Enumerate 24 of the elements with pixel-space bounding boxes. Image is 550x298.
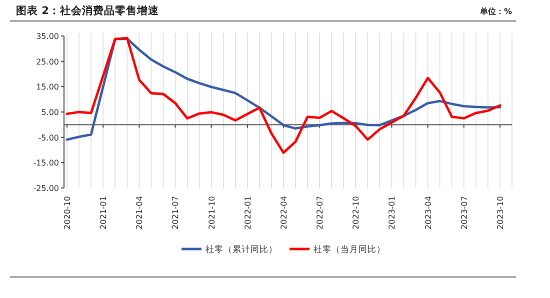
x-tick-label: 2021-01 (99, 196, 108, 230)
y-tick-label: 15.00 (36, 82, 59, 92)
x-tick-label: 2022-10 (352, 196, 361, 230)
x-tick-label: 2023-10 (496, 196, 505, 230)
text: 单位：% (478, 7, 512, 16)
x-tick-label: 2021-10 (207, 196, 216, 230)
x-tick-label: 2022-04 (279, 196, 288, 230)
x-tick-label: 2023-04 (424, 196, 433, 230)
legend-label: 社零（当月同比） (314, 244, 386, 255)
y-tick-label: 35.00 (36, 32, 59, 41)
x-tick-label: 2021-07 (171, 196, 180, 230)
y-tick-label: 25.00 (36, 57, 59, 66)
y-tick-label: -25.00 (33, 184, 59, 193)
chart-title: 图表 2：社会消费品零售增速 (16, 4, 160, 17)
x-tick-label: 2022-01 (243, 196, 252, 230)
x-tick-label: 2021-04 (135, 196, 144, 230)
legend-label: 社零（累计同比） (206, 244, 278, 255)
y-tick-label: -15.00 (33, 158, 59, 168)
x-tick-label: 2022-07 (316, 196, 325, 230)
x-tick-label: 2023-01 (388, 196, 397, 230)
y-tick-label: -5.00 (38, 133, 59, 142)
y-tick-label: 5.00 (41, 108, 59, 117)
x-tick-label: 2020-10 (63, 196, 72, 230)
x-tick-label: 2023-07 (460, 196, 469, 230)
